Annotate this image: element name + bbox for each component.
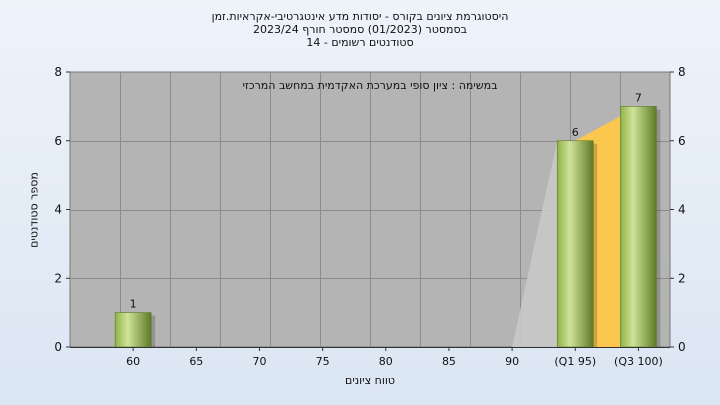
- plot-annotation: במשימה : ציון סופי במערכת האקדמית במחשב …: [243, 79, 498, 92]
- data-label: 6: [572, 126, 579, 139]
- y-tick-label-right: 0: [678, 340, 686, 354]
- y-tick-label-left: 0: [54, 340, 62, 354]
- y-tick-label-left: 8: [54, 65, 62, 79]
- y-tick-label-right: 8: [678, 65, 686, 79]
- x-axis-label: טווח ציונים: [345, 374, 395, 387]
- x-tick-label: 75: [316, 355, 330, 368]
- y-tick-label-right: 2: [678, 271, 686, 285]
- x-tick-label: 65: [189, 355, 203, 368]
- bar-Q3-100: [620, 106, 657, 348]
- data-label: 7: [635, 91, 642, 104]
- y-tick-label-left: 6: [54, 134, 62, 148]
- x-tick-label: (Q3 100): [614, 355, 663, 368]
- lower-quartile-shadow: [512, 140, 558, 347]
- chart-title-line-2: בסמסטר (01/2023) סמסטר חורף 2023/24: [253, 23, 467, 36]
- y-tick-label-right: 4: [678, 203, 686, 217]
- x-tick-label: 70: [252, 355, 266, 368]
- bar-Q1-95: [556, 140, 594, 348]
- x-tick-label: 60: [126, 355, 140, 368]
- y-axis-label: מספר סטודנטים: [27, 172, 41, 248]
- data-label: 1: [130, 298, 137, 311]
- x-tick-label: 90: [505, 355, 519, 368]
- x-tick-label: 80: [379, 355, 393, 368]
- bar-60: [114, 312, 152, 348]
- y-tick-label-right: 6: [678, 134, 686, 148]
- chart-title-line-3: סטודנטים רשומים - 14: [306, 36, 414, 49]
- x-tick-label: (Q1 95): [554, 355, 596, 368]
- y-tick-label-left: 2: [54, 271, 62, 285]
- chart-title-line-1: היסטוגרמת ציונים בקורס - יסודות מדע אינט…: [211, 10, 509, 23]
- chart-title: היסטוגרמת ציונים בקורס - יסודות מדע אינט…: [0, 10, 720, 49]
- y-tick-label-left: 4: [54, 203, 62, 217]
- x-tick-label: 85: [442, 355, 456, 368]
